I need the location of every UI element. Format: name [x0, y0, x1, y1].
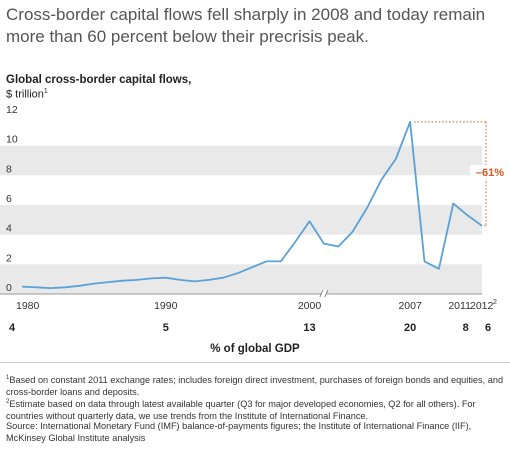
- y-tick-label: 0: [6, 282, 12, 294]
- source-note: Source: International Monetary Fund (IMF…: [6, 421, 472, 443]
- x-tick-label: 1980: [16, 300, 40, 312]
- y-tick-label: 8: [6, 163, 12, 175]
- axis-break-mark: [324, 289, 329, 298]
- y-tick-label: 4: [6, 223, 12, 235]
- annotation-label: –61%: [476, 167, 504, 179]
- y-tick-label: 10: [6, 134, 18, 146]
- footnote-2-mark: 2: [6, 399, 10, 405]
- grid-band: [0, 205, 482, 235]
- grid-band: [0, 145, 482, 176]
- axis-break-gap: [320, 290, 327, 298]
- units-footnote-mark: 1: [43, 88, 48, 95]
- axis-break-mark: [319, 289, 324, 298]
- chart-units: $ trillion1: [6, 88, 48, 101]
- footnote-2-text: Estimate based on data through latest av…: [6, 399, 476, 422]
- gdp-caption: % of global GDP: [210, 343, 300, 355]
- footnote-1: 1Based on constant 2011 exchange rates; …: [6, 372, 504, 398]
- series-line: [21, 120, 483, 290]
- y-tick-label: 6: [6, 193, 12, 205]
- grid-band: [0, 264, 482, 294]
- x-tick-label: 2007: [398, 300, 422, 312]
- gdp-share-value: 20: [404, 322, 417, 334]
- divider: [0, 362, 510, 363]
- y-tick-label: 2: [6, 252, 12, 264]
- x-tick-label: 2012: [470, 300, 494, 312]
- y-tick-label: 12: [6, 104, 18, 116]
- chart-title: Global cross-border capital flows,: [6, 74, 192, 86]
- x-tick-footnote-mark: 2: [493, 299, 497, 306]
- x-tick-label: 2000: [298, 300, 322, 312]
- gdp-share-value: 8: [462, 322, 469, 334]
- headline: Cross-border capital flows fell sharply …: [6, 5, 486, 46]
- x-tick-label: 1990: [154, 300, 178, 312]
- gdp-share-value: 4: [8, 322, 16, 334]
- units-text: $ trillion: [6, 88, 44, 101]
- gdp-share-value: 5: [162, 322, 169, 334]
- x-tick-label: 2011: [448, 300, 471, 312]
- footnote-2: 2Estimate based on data through latest a…: [6, 396, 504, 422]
- footnote-1-mark: 1: [6, 375, 10, 381]
- footnote-1-text: Based on constant 2011 exchange rates; i…: [6, 375, 504, 398]
- gdp-share-value: 6: [484, 322, 492, 334]
- gdp-share-value: 13: [303, 322, 316, 334]
- annotation-label-bg: [470, 164, 504, 179]
